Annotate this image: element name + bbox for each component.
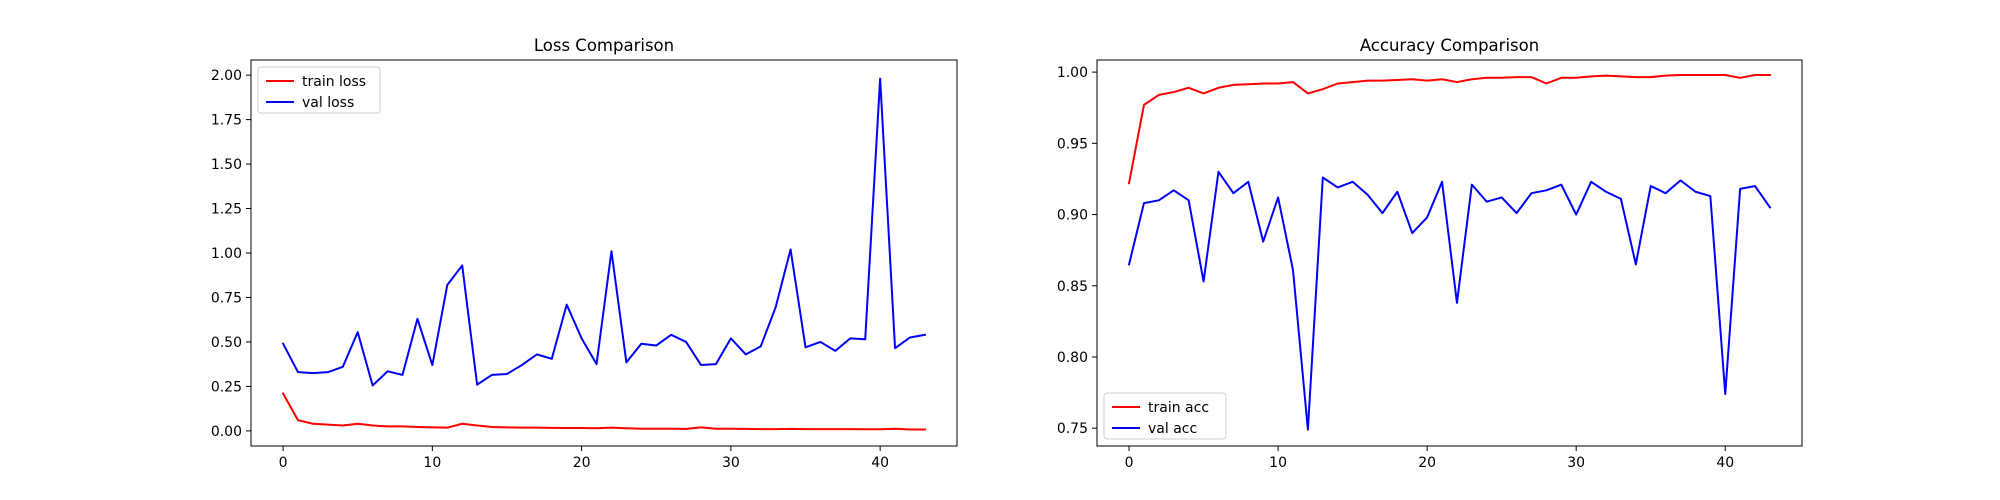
- chart-title: Accuracy Comparison: [1360, 36, 1539, 55]
- y-tick-label: 1.00: [1057, 65, 1088, 81]
- legend-label-val-loss: val loss: [302, 95, 354, 111]
- x-tick-label: 40: [871, 455, 889, 471]
- x-tick-label: 0: [1125, 455, 1134, 471]
- x-tick-label: 30: [722, 455, 740, 471]
- x-tick-label: 30: [1567, 455, 1585, 471]
- y-tick-label: 0.50: [211, 335, 242, 351]
- legend-label-train-acc: train acc: [1148, 400, 1209, 416]
- legend-label-val-acc: val acc: [1148, 421, 1197, 437]
- x-tick-label: 40: [1716, 455, 1734, 471]
- series-line-val-loss: [281, 77, 927, 387]
- chart-title: Loss Comparison: [534, 36, 674, 55]
- series-line-train-loss: [281, 392, 926, 431]
- x-tick-label: 10: [423, 455, 441, 471]
- x-tick-label: 20: [573, 455, 591, 471]
- y-tick-label: 0.95: [1057, 136, 1088, 152]
- y-tick-label: 1.75: [211, 113, 242, 129]
- chart-1: Accuracy Comparison 0 10 20 30 40 0.75 0.80 0.85…: [1057, 36, 1803, 471]
- y-tick-label: 2.00: [211, 68, 242, 84]
- legend: train acc val acc: [1103, 392, 1227, 440]
- y-tick-label: 0.75: [1057, 421, 1088, 437]
- y-tick-label: 0.25: [211, 379, 242, 395]
- y-tick-label: 0.80: [1057, 350, 1088, 366]
- series-line-train-acc: [1127, 73, 1771, 185]
- y-tick-label: 1.25: [211, 202, 242, 218]
- series-line-val-acc: [1127, 170, 1772, 431]
- y-tick-label: 1.00: [211, 246, 242, 262]
- y-tick-label: 1.50: [211, 157, 242, 173]
- chart-0: Loss Comparison 0 10 20 30 40 0.00 0.25 0.50 0.75…: [211, 36, 958, 471]
- x-tick-label: 0: [279, 455, 288, 471]
- axes-frame: [250, 59, 958, 447]
- legend-label-train-loss: train loss: [302, 74, 366, 90]
- y-tick-label: 0.00: [211, 424, 242, 440]
- axes-frame: [1096, 59, 1803, 447]
- x-tick-label: 10: [1269, 455, 1287, 471]
- legend: train loss val loss: [257, 66, 381, 114]
- plots-group: Loss Comparison 0 10 20 30 40 0.00 0.25 0.50 0.75…: [211, 36, 1803, 471]
- x-tick-label: 20: [1418, 455, 1436, 471]
- y-tick-label: 0.75: [211, 290, 242, 306]
- y-tick-label: 0.90: [1057, 208, 1088, 224]
- y-tick-label: 0.85: [1057, 279, 1088, 295]
